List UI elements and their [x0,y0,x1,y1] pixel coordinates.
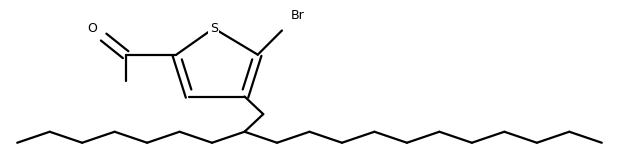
Text: O: O [88,22,98,35]
Text: Br: Br [291,9,304,22]
Text: S: S [210,22,218,35]
